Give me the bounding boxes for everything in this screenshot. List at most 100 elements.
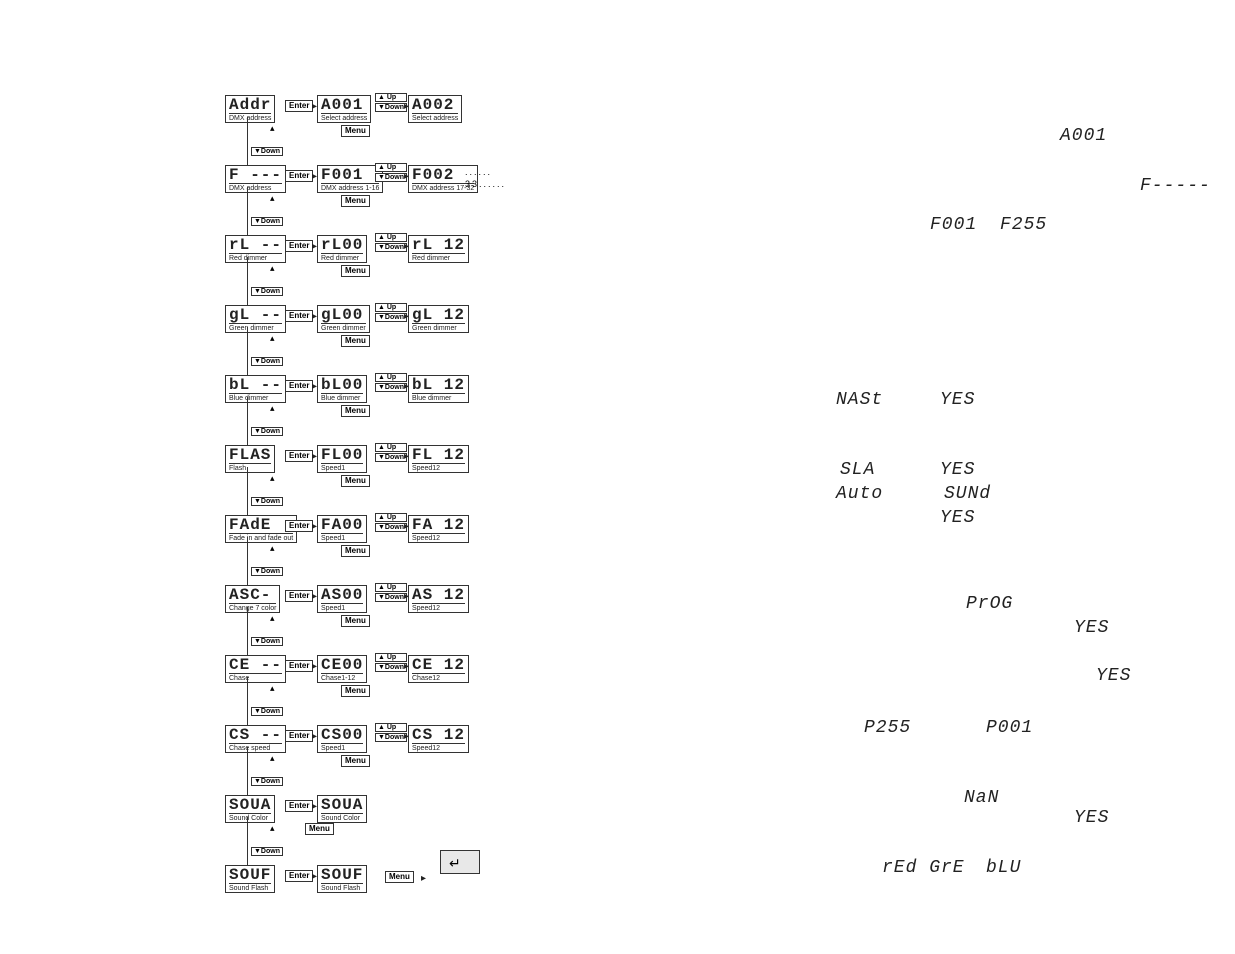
- connector-line: [247, 747, 248, 795]
- down-button[interactable]: ▼Down: [375, 243, 407, 252]
- menu-button[interactable]: Menu: [341, 545, 370, 557]
- menu-code: CS --: [229, 727, 282, 743]
- value-code: SOUF: [321, 867, 363, 883]
- value-label: Green dimmer: [321, 323, 366, 332]
- up-button[interactable]: ▲ Up: [375, 93, 407, 102]
- indicator-text: YES: [940, 460, 975, 480]
- menu-code: Addr: [229, 97, 271, 113]
- enter-button[interactable]: Enter: [285, 240, 313, 252]
- down-button[interactable]: ▼Down: [251, 357, 283, 366]
- down-button[interactable]: ▼Down: [375, 383, 407, 392]
- indicator-text: bLU: [986, 858, 1021, 878]
- menu-label: Fade in and fade out: [229, 533, 293, 542]
- indicator-text: F001: [930, 215, 977, 235]
- down-button[interactable]: ▼Down: [251, 637, 283, 646]
- down-button[interactable]: ▼Down: [251, 567, 283, 576]
- menu-label: Flash: [229, 463, 271, 472]
- down-button[interactable]: ▼Down: [375, 523, 407, 532]
- up-arrow-icon: ▴: [270, 333, 275, 344]
- up-button[interactable]: ▲ Up: [375, 163, 407, 172]
- menu-button[interactable]: Menu: [385, 871, 414, 883]
- up-arrow-icon: ▴: [270, 193, 275, 204]
- value-display-2: CS 12Speed12: [408, 725, 469, 753]
- connector-line: [247, 397, 248, 445]
- menu-display: F ---DMX address: [225, 165, 286, 193]
- enter-button[interactable]: Enter: [285, 660, 313, 672]
- down-button[interactable]: ▼Down: [375, 173, 407, 182]
- value-code: CS00: [321, 727, 363, 743]
- menu-code: SOUF: [229, 867, 271, 883]
- menu-button[interactable]: Menu: [341, 475, 370, 487]
- indicator-text: YES: [1074, 618, 1109, 638]
- up-button[interactable]: ▲ Up: [375, 653, 407, 662]
- down-button[interactable]: ▼Down: [375, 733, 407, 742]
- menu-button[interactable]: Menu: [305, 823, 334, 835]
- menu-button[interactable]: Menu: [341, 195, 370, 207]
- value-label-2: Select address: [412, 113, 458, 122]
- up-button[interactable]: ▲ Up: [375, 303, 407, 312]
- up-arrow-icon: ▴: [270, 263, 275, 274]
- down-button[interactable]: ▼Down: [251, 217, 283, 226]
- menu-button[interactable]: Menu: [341, 405, 370, 417]
- value-label-2: Speed12: [412, 743, 465, 752]
- menu-label: Chase speed: [229, 743, 282, 752]
- up-button[interactable]: ▲ Up: [375, 443, 407, 452]
- up-button[interactable]: ▲ Up: [375, 513, 407, 522]
- down-button[interactable]: ▼Down: [375, 313, 407, 322]
- menu-display: ASC-Change 7 color: [225, 585, 280, 613]
- menu-button[interactable]: Menu: [341, 685, 370, 697]
- down-button[interactable]: ▼Down: [251, 777, 283, 786]
- up-button[interactable]: ▲ Up: [375, 373, 407, 382]
- return-icon: ↵: [449, 855, 461, 872]
- menu-label: Red dimmer: [229, 253, 282, 262]
- down-button[interactable]: ▼Down: [251, 847, 283, 856]
- value-code-2: A002: [412, 97, 458, 113]
- indicator-text: F255: [1000, 215, 1047, 235]
- menu-button[interactable]: Menu: [341, 755, 370, 767]
- enter-button[interactable]: Enter: [285, 380, 313, 392]
- menu-button[interactable]: Menu: [341, 615, 370, 627]
- value-label: Speed1: [321, 533, 363, 542]
- menu-display: CS --Chase speed: [225, 725, 286, 753]
- menu-code: ASC-: [229, 587, 276, 603]
- enter-button[interactable]: Enter: [285, 100, 313, 112]
- down-button[interactable]: ▼Down: [251, 287, 283, 296]
- menu-button[interactable]: Menu: [341, 265, 370, 277]
- connector-line: [247, 327, 248, 375]
- up-button[interactable]: ▲ Up: [375, 723, 407, 732]
- down-button[interactable]: ▼Down: [375, 663, 407, 672]
- up-button[interactable]: ▲ Up: [375, 583, 407, 592]
- enter-button[interactable]: Enter: [285, 590, 313, 602]
- enter-button[interactable]: Enter: [285, 450, 313, 462]
- down-button[interactable]: ▼Down: [251, 147, 283, 156]
- menu-label: DMX address: [229, 113, 271, 122]
- down-button[interactable]: ▼Down: [251, 497, 283, 506]
- menu-label: Change 7 color: [229, 603, 276, 612]
- down-button[interactable]: ▼Down: [251, 707, 283, 716]
- menu-label: DMX address: [229, 183, 282, 192]
- menu-row: F ---DMX addressEnter▸F001DMX address 1-…: [225, 165, 505, 209]
- enter-button[interactable]: Enter: [285, 730, 313, 742]
- value-display: SOUASound Color: [317, 795, 367, 823]
- enter-button[interactable]: Enter: [285, 800, 313, 812]
- menu-button[interactable]: Menu: [341, 125, 370, 137]
- up-button[interactable]: ▲ Up: [375, 233, 407, 242]
- indicator-text: YES: [940, 390, 975, 410]
- enter-button[interactable]: Enter: [285, 310, 313, 322]
- enter-button[interactable]: Enter: [285, 170, 313, 182]
- value-display: CS00Speed1: [317, 725, 367, 753]
- up-arrow-icon: ▴: [270, 403, 275, 414]
- down-button[interactable]: ▼Down: [375, 103, 407, 112]
- menu-row: gL --Green dimmerEnter▸gL00Green dimmer▲…: [225, 305, 505, 349]
- up-arrow-icon: ▴: [270, 753, 275, 764]
- menu-row: SOUASound ColorEnter▸SOUASound ColorMenu…: [225, 795, 505, 839]
- down-button[interactable]: ▼Down: [375, 453, 407, 462]
- enter-button[interactable]: Enter: [285, 870, 313, 882]
- down-button[interactable]: ▼Down: [251, 427, 283, 436]
- menu-button[interactable]: Menu: [341, 335, 370, 347]
- value-code-2: gL 12: [412, 307, 465, 323]
- menu-row: FAdEFade in and fade outEnter▸FA00Speed1…: [225, 515, 505, 559]
- value-code: bL00: [321, 377, 363, 393]
- enter-button[interactable]: Enter: [285, 520, 313, 532]
- down-button[interactable]: ▼Down: [375, 593, 407, 602]
